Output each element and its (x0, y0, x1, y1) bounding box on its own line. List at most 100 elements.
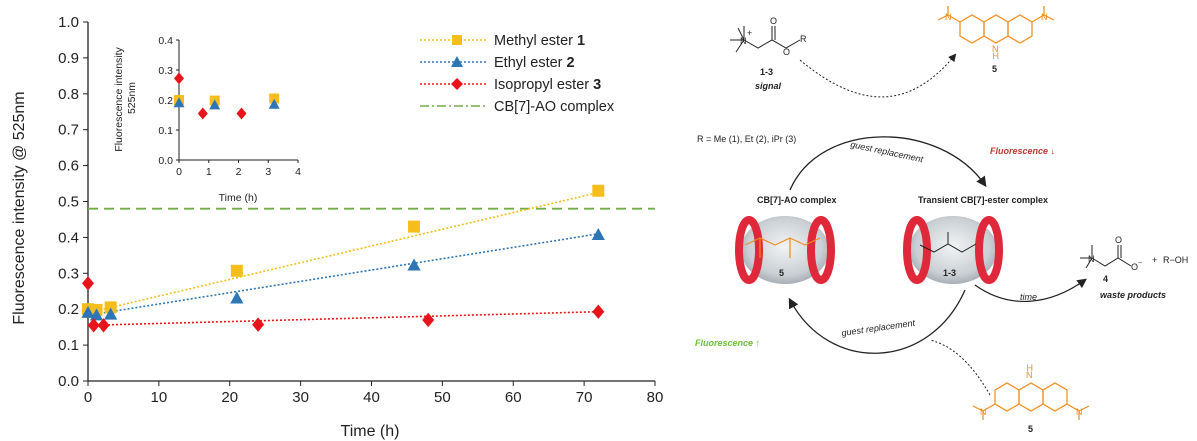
legend-label-ethyl: Ethyl ester 2 (494, 55, 575, 71)
waste-o-minus: O− (1131, 260, 1142, 272)
guest-replacement-top-label: guest replacement (850, 139, 925, 164)
inset-data-point-diamond (197, 107, 208, 120)
waste-n-atom: N (1088, 254, 1095, 264)
legend-item-isopropyl: Isopropyl ester 3 (420, 77, 601, 93)
legend-item-methyl: Methyl ester 1 (420, 33, 585, 49)
data-point-square (230, 264, 243, 277)
time-arrow (974, 278, 1087, 302)
data-point-triangle (230, 291, 244, 304)
y-tick-label: 0.1 (58, 337, 79, 354)
waste-carbonyl-o: O (1115, 235, 1122, 245)
inset-x-tick-label: 2 (236, 166, 242, 178)
x-tick-label: 20 (221, 389, 238, 406)
data-point-triangle (89, 308, 104, 321)
product-number: 5 (992, 64, 997, 74)
data-point-diamond (87, 318, 100, 333)
bottom-compound-number: 5 (1028, 424, 1033, 434)
product-n-right: N (1041, 12, 1048, 22)
inset-chart: 0 1 2 3 4 0.0 0.1 0.2 0.3 0.4 Time (h) Fluorescen… (113, 35, 301, 204)
data-point-square (408, 220, 421, 233)
signal-compound-number: 1-3 (760, 67, 773, 77)
product-n-left: N (945, 12, 952, 22)
x-axis-label: Time (h) (341, 423, 400, 440)
x-tick-label: 10 (151, 389, 168, 406)
waste-product-4 (1080, 245, 1132, 269)
inset-y-tick-label: 0.0 (158, 155, 173, 167)
bottom-n-right: N (1076, 407, 1083, 417)
data-markers (81, 184, 605, 333)
ester-r-group: R (800, 34, 807, 44)
fluorescence-down-label: Fluorescence ↓ (990, 146, 1055, 156)
legend: Methyl ester 1 Ethyl ester 2 Isopropyl e… (420, 33, 615, 115)
y-tick-label: 0.8 (58, 86, 79, 103)
inset-data-point-diamond (174, 72, 184, 85)
legend-marker-diamond (451, 78, 463, 90)
y-tick-label: 0.3 (58, 265, 79, 282)
axis-ticks: 0 10 20 30 40 50 60 70 800.00.10.20.30.40.50.60.… (58, 14, 663, 406)
data-point-triangle (81, 305, 95, 318)
fit-line-series-0 (87, 191, 599, 314)
data-point-square (104, 301, 117, 314)
data-point-square (592, 184, 605, 197)
bottom-n-left: N (980, 407, 987, 417)
inset-x-axis-label: Time (h) (219, 192, 258, 204)
y-axis-label: Fluorescence intensity @ 525nm (11, 91, 28, 324)
data-point-triangle (591, 227, 605, 240)
waste-products-label: waste products (1100, 290, 1166, 300)
cb7-ao-host (735, 216, 835, 284)
data-point-diamond (422, 312, 435, 328)
x-tick-label: 0 (84, 389, 92, 406)
r-definition: R = Me (1), Et (2), iPr (3) (697, 134, 796, 144)
x-tick-label: 40 (363, 389, 380, 406)
inset-y-label-line-2: 525nm (126, 82, 138, 114)
cb7-ester-host (903, 216, 1003, 284)
inset-x-tick-label: 1 (206, 166, 212, 178)
y-tick-label: 0.2 (58, 301, 79, 318)
data-point-diamond (252, 317, 265, 332)
ester-molecule (730, 26, 801, 53)
inset-data-point-square (269, 93, 280, 104)
transient-guest-number: 1-3 (943, 268, 956, 278)
fit-lines (87, 191, 599, 327)
transient-complex-label: Transient CB[7]-ester complex (918, 195, 1048, 205)
bottom-cycle-arrow (788, 289, 966, 354)
ester-n-charge: + (747, 28, 752, 38)
data-point-triangle (407, 258, 421, 271)
y-tick-label: 1.0 (58, 14, 79, 31)
y-tick-label: 0.7 (58, 122, 79, 139)
inset-y-label-line-1: Fluorescence intensity (113, 46, 125, 151)
data-point-diamond (97, 318, 110, 333)
legend-item-cb7-ao: CB[7]-AO complex (420, 99, 615, 115)
inset-data-point-triangle (209, 99, 221, 110)
inset-x-tick-label: 4 (295, 166, 301, 178)
legend-marker-square (452, 35, 462, 45)
y-tick-label: 0.6 (58, 158, 79, 175)
product-4-number: 4 (1103, 274, 1108, 284)
inset-y-tick-label: 0.2 (158, 95, 173, 107)
fit-line-series-2 (87, 310, 599, 327)
roh-label: R−OH (1163, 255, 1188, 265)
data-point-triangle (104, 307, 118, 320)
ester-carbonyl-o: O (770, 16, 777, 26)
fit-line-series-1 (87, 233, 599, 317)
data-point-diamond (82, 276, 94, 291)
inset-data-point-triangle (173, 97, 185, 108)
plus-sign: + (1152, 255, 1157, 265)
x-tick-label: 50 (434, 389, 451, 406)
inset-data-markers (173, 72, 280, 120)
bottom-nh: NH (1026, 363, 1033, 380)
inset-axis-ticks: 0 1 2 3 4 0.0 0.1 0.2 0.3 0.4 (158, 35, 301, 178)
x-tick-label: 30 (292, 389, 309, 406)
ester-o-atom: O (783, 47, 790, 57)
x-tick-label: 60 (505, 389, 522, 406)
inset-x-tick-label: 0 (176, 166, 182, 178)
signal-label: signal (755, 81, 782, 91)
inset-y-tick-label: 0.3 (158, 65, 173, 77)
legend-item-ethyl: Ethyl ester 2 (420, 55, 575, 71)
ester-n-atom: N (740, 36, 747, 46)
y-tick-label: 0.4 (58, 229, 79, 246)
legend-label-methyl: Methyl ester 1 (494, 33, 585, 49)
main-chart: 0 10 20 30 40 50 60 70 800.00.10.20.30.40.50.60.… (11, 14, 663, 440)
